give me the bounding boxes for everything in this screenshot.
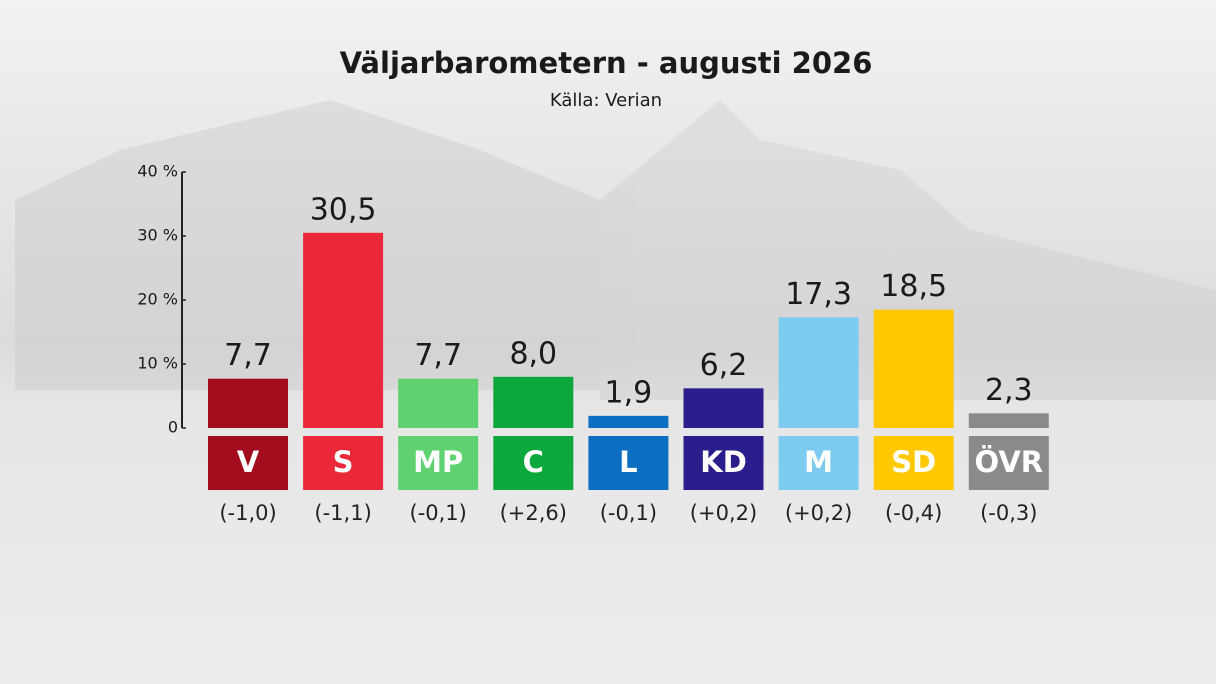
value-label: 7,7 — [224, 338, 272, 373]
change-label: (-0,3) — [980, 501, 1037, 525]
bar — [398, 378, 479, 428]
y-tick-label: 20 % — [137, 290, 178, 309]
chart-subtitle: Källa: Verian — [550, 90, 662, 111]
bar — [873, 309, 954, 428]
change-label: (-1,0) — [219, 501, 276, 525]
bar — [303, 232, 384, 428]
bar — [968, 413, 1049, 428]
change-label: (+2,6) — [500, 501, 567, 525]
x-tick-label: SD — [891, 445, 936, 479]
x-tick-label: KD — [700, 445, 747, 479]
bar — [208, 378, 288, 428]
x-tick-label: ÖVR — [974, 445, 1043, 479]
y-tick-label: 40 % — [137, 162, 178, 181]
value-label: 8,0 — [509, 336, 557, 371]
x-tick-label: MP — [413, 445, 463, 479]
change-label: (-0,4) — [885, 501, 942, 525]
value-label: 17,3 — [785, 277, 852, 312]
value-label: 30,5 — [310, 192, 377, 227]
x-tick-label: V — [237, 445, 260, 479]
x-tick-label: C — [523, 445, 544, 479]
change-label: (-0,1) — [410, 501, 467, 525]
y-tick-label: 30 % — [137, 226, 178, 245]
change-label: (-0,1) — [600, 501, 657, 525]
category-box — [303, 436, 384, 490]
category-box — [968, 436, 1049, 490]
bar — [493, 376, 574, 428]
bar — [588, 415, 669, 428]
bar — [778, 317, 859, 428]
category-box — [588, 436, 669, 490]
category-box — [778, 436, 859, 490]
chart-title: Väljarbarometern - augusti 2026 — [340, 46, 873, 80]
x-tick-label: L — [619, 445, 637, 479]
value-label: 18,5 — [880, 269, 947, 304]
change-label: (+0,2) — [690, 501, 757, 525]
y-tick-label: 10 % — [137, 354, 178, 373]
x-tick-label: M — [804, 445, 833, 479]
value-label: 2,3 — [985, 373, 1033, 408]
y-tick-label: 0 — [168, 418, 178, 437]
category-box — [683, 436, 764, 490]
value-label: 7,7 — [414, 338, 462, 373]
category-box — [873, 436, 954, 490]
category-box — [493, 436, 574, 490]
change-label: (+0,2) — [785, 501, 852, 525]
category-box — [398, 436, 479, 490]
bar — [683, 388, 764, 428]
x-tick-label: S — [333, 445, 354, 479]
category-box — [208, 436, 288, 490]
value-label: 6,2 — [700, 348, 748, 383]
change-label: (-1,1) — [314, 501, 371, 525]
value-label: 1,9 — [605, 375, 653, 410]
